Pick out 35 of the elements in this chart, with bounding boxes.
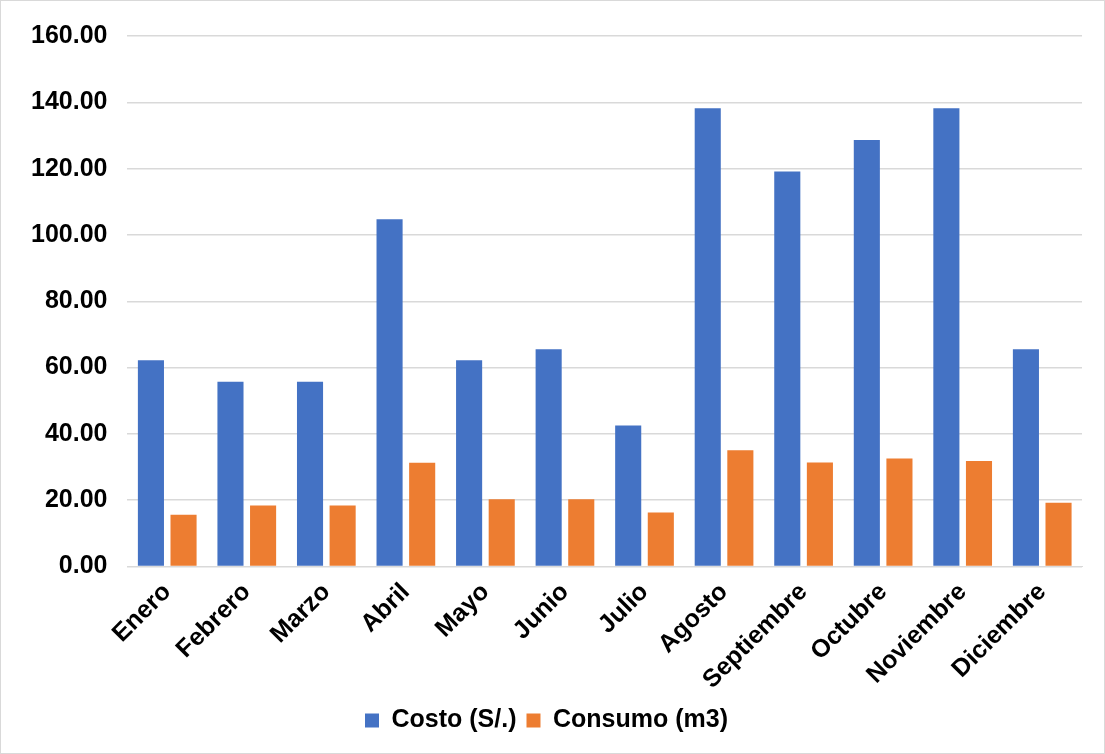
bar — [376, 219, 403, 566]
bar — [806, 462, 833, 566]
legend-label: Consumo (m3) — [552, 704, 728, 733]
y-tick-label: 20.00 — [44, 484, 108, 513]
bar — [409, 462, 436, 566]
bar — [456, 360, 483, 566]
legend-label: Costo (S/.) — [391, 704, 517, 733]
bar — [137, 360, 164, 566]
y-tick-label: 80.00 — [44, 285, 108, 314]
bar — [488, 499, 515, 566]
y-tick-label: 120.00 — [31, 152, 108, 181]
y-tick-label: 0.00 — [58, 550, 108, 579]
bar — [615, 425, 642, 566]
y-tick-label: 140.00 — [31, 86, 108, 115]
bar — [250, 505, 277, 566]
bar — [329, 505, 356, 566]
bar — [535, 349, 562, 566]
bar — [568, 499, 595, 566]
bar — [727, 450, 754, 566]
y-tick-label: 40.00 — [44, 417, 108, 446]
y-tick-label: 60.00 — [44, 351, 108, 380]
bar — [774, 171, 801, 566]
bar — [296, 381, 324, 566]
bar — [1045, 502, 1072, 566]
bar — [647, 512, 674, 566]
bar — [694, 108, 721, 566]
bar — [217, 381, 244, 566]
bar — [965, 461, 993, 566]
bar — [853, 140, 880, 566]
bar — [933, 108, 960, 566]
bar — [1012, 349, 1039, 566]
y-tick-label: 160.00 — [31, 19, 108, 48]
bar — [170, 514, 197, 566]
bar — [886, 458, 913, 566]
y-tick-label: 100.00 — [31, 218, 108, 247]
